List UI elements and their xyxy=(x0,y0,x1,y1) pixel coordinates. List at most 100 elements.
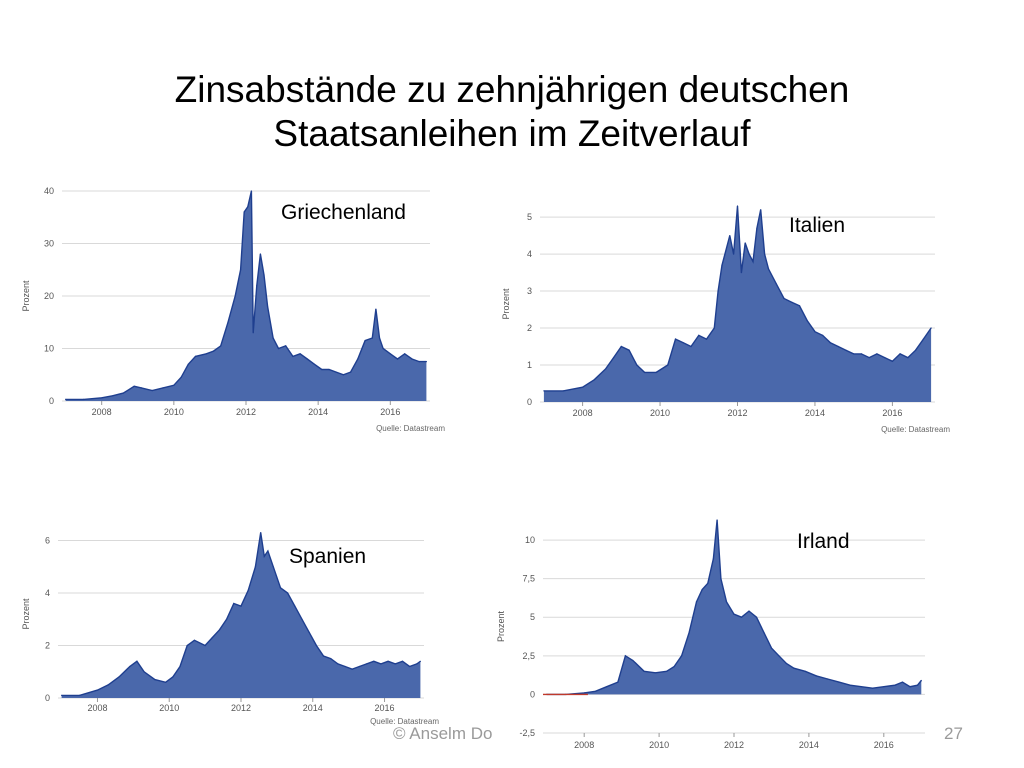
x-tick-label: 2014 xyxy=(308,407,328,417)
data-point xyxy=(272,337,274,339)
data-point xyxy=(252,332,254,334)
y-tick-label: 0 xyxy=(527,397,532,407)
chart-irland: -2,5 0 2,5 5 7,5 10 2008 2010 2012 2014 2016 Prozen… xyxy=(495,495,945,755)
data-point xyxy=(425,361,427,363)
data-point xyxy=(620,345,622,348)
data-point xyxy=(78,694,81,696)
x-tick-label: 2016 xyxy=(380,407,400,417)
data-point xyxy=(211,637,213,639)
data-point xyxy=(922,338,924,340)
data-point xyxy=(179,665,181,668)
data-point xyxy=(682,342,684,344)
data-point xyxy=(605,368,607,370)
data-point xyxy=(868,357,870,359)
slide-title-line-2: Staatsanleihen im Zeitverlauf xyxy=(273,113,751,154)
data-point xyxy=(884,357,886,359)
data-point xyxy=(387,660,389,662)
data-point xyxy=(83,398,85,400)
data-point xyxy=(194,355,197,357)
data-point xyxy=(909,686,911,688)
data-point xyxy=(226,618,228,620)
data-point xyxy=(337,663,339,665)
data-point xyxy=(409,665,411,668)
y-tick-label: 3 xyxy=(527,286,532,296)
data-point xyxy=(140,387,142,389)
y-tick-label: 0 xyxy=(530,689,535,699)
x-tick-label: 2014 xyxy=(805,408,825,418)
data-point xyxy=(259,253,261,255)
data-point xyxy=(713,327,715,329)
chart-label-spanien: Spanien xyxy=(289,545,367,568)
data-point xyxy=(688,632,690,634)
chart-spanien-svg: 0 2 4 6 2008 2010 2012 2014 2016 Prozent Quelle: D… xyxy=(21,532,439,726)
data-point xyxy=(267,305,269,308)
data-point xyxy=(593,379,595,381)
data-point xyxy=(562,390,564,392)
data-point xyxy=(277,347,280,350)
y-tick-label: 10 xyxy=(44,344,54,354)
data-point xyxy=(613,357,615,359)
x-tick-label: 2010 xyxy=(159,703,179,713)
data-point xyxy=(681,655,683,657)
data-point xyxy=(65,398,67,400)
data-point xyxy=(233,602,235,605)
y-tick-label: 2,5 xyxy=(522,651,535,661)
data-point xyxy=(256,284,258,287)
data-point xyxy=(770,647,773,649)
data-point xyxy=(748,253,750,255)
source-label: Quelle: Datastream xyxy=(881,425,950,434)
data-point xyxy=(287,592,289,594)
data-point xyxy=(666,670,668,672)
data-point xyxy=(212,350,215,352)
data-point xyxy=(247,589,249,591)
data-point xyxy=(143,671,145,673)
data-point xyxy=(61,694,63,696)
data-point xyxy=(260,532,262,534)
data-point xyxy=(674,338,677,340)
data-point xyxy=(894,684,896,686)
data-point xyxy=(827,678,829,680)
data-point xyxy=(606,686,608,688)
data-point xyxy=(401,660,404,662)
data-point xyxy=(736,205,739,207)
data-point xyxy=(299,353,301,355)
data-point xyxy=(292,355,294,357)
data-point xyxy=(764,253,766,255)
x-tick-label: 2008 xyxy=(92,407,112,417)
x-tick-label: 2016 xyxy=(882,408,902,418)
data-point xyxy=(636,364,638,366)
data-point xyxy=(712,558,714,560)
data-point xyxy=(133,385,135,387)
y-tick-label: 40 xyxy=(44,186,54,196)
y-axis-label: Prozent xyxy=(21,598,31,630)
data-point xyxy=(344,665,346,668)
data-point xyxy=(111,395,114,397)
data-point xyxy=(272,566,274,568)
data-point xyxy=(394,663,396,665)
data-point xyxy=(707,582,709,584)
data-point xyxy=(351,668,353,670)
data-point xyxy=(180,376,182,378)
data-point xyxy=(860,686,862,688)
data-point xyxy=(775,283,777,285)
data-point xyxy=(740,272,742,274)
y-tick-label: 1 xyxy=(527,360,532,370)
data-point xyxy=(162,387,164,389)
x-tick-label: 2010 xyxy=(164,407,184,417)
data-point xyxy=(628,349,630,351)
data-point xyxy=(755,616,758,618)
data-point xyxy=(371,337,373,339)
data-point xyxy=(328,368,330,371)
data-point xyxy=(729,235,731,237)
data-point xyxy=(250,190,252,192)
x-tick-label: 2012 xyxy=(724,740,744,750)
data-point xyxy=(860,353,862,355)
source-label: Quelle: Datastream xyxy=(376,424,445,433)
y-tick-label: 2 xyxy=(45,641,50,651)
x-tick-label: 2010 xyxy=(649,740,669,750)
data-point xyxy=(172,676,174,678)
data-point xyxy=(744,242,746,244)
y-axis-label: Prozent xyxy=(501,288,511,320)
data-point xyxy=(186,644,188,647)
data-point xyxy=(285,345,287,347)
